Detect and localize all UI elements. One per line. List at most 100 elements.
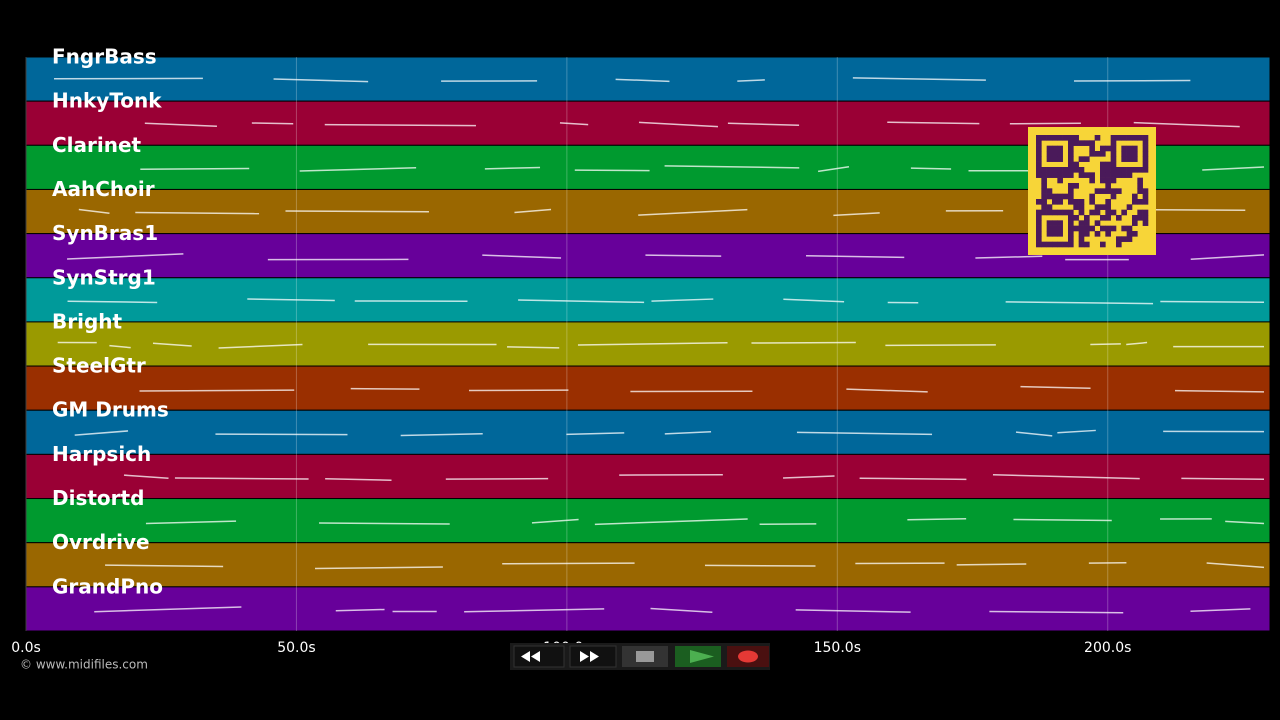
qr-module <box>1121 151 1127 157</box>
qr-module <box>1137 199 1143 205</box>
qr-module <box>1121 172 1127 178</box>
fast-forward-icon <box>580 651 599 662</box>
note-trace <box>174 477 309 480</box>
qr-module <box>1132 231 1138 237</box>
stop-button[interactable] <box>622 646 668 667</box>
track-name: Distortd <box>52 486 144 510</box>
note-trace <box>638 121 719 128</box>
record-button[interactable] <box>727 646 769 667</box>
play-button[interactable] <box>675 646 721 667</box>
track-name: Harpsich <box>52 442 151 466</box>
qr-module <box>1041 135 1047 141</box>
track-name: Bright <box>52 309 123 333</box>
qr-module <box>1132 167 1138 173</box>
note-trace <box>783 298 845 303</box>
qr-module <box>1046 209 1053 216</box>
note-trace <box>751 341 856 344</box>
note-trace <box>105 564 224 568</box>
rewind-button[interactable] <box>513 645 565 668</box>
note-trace <box>956 563 1027 566</box>
note-trace <box>910 167 952 170</box>
note-trace <box>704 564 816 567</box>
qr-module <box>1105 177 1111 184</box>
qr-module <box>1068 172 1074 178</box>
qr-module <box>1057 231 1063 237</box>
qr-module <box>1068 156 1074 162</box>
note-trace <box>139 389 295 392</box>
qr-module <box>1057 241 1063 248</box>
qr-module <box>1041 183 1047 189</box>
qr-module <box>1094 220 1101 226</box>
qr-module <box>1062 241 1069 248</box>
copyright: © www.midifiles.com <box>20 658 148 672</box>
qr-module <box>1078 167 1085 173</box>
qr-module <box>1057 199 1063 205</box>
qr-module <box>1068 193 1074 200</box>
qr-module <box>1036 140 1042 146</box>
track-lane <box>25 277 1271 323</box>
note-trace <box>795 609 911 613</box>
note-trace <box>507 346 560 349</box>
qr-module <box>1036 156 1042 162</box>
qr-module <box>1126 156 1133 162</box>
qr-module <box>1100 225 1106 232</box>
play-icon <box>690 650 714 663</box>
qr-module <box>1132 199 1138 205</box>
fast-forward-button[interactable] <box>569 645 617 668</box>
qr-module <box>1100 161 1106 168</box>
qr-module <box>1110 140 1117 146</box>
note-trace <box>1020 385 1091 389</box>
qr-module <box>1041 167 1047 173</box>
qr-module <box>1078 156 1085 162</box>
qr-module <box>1036 231 1042 237</box>
qr-module <box>1078 220 1085 226</box>
qr-module <box>1100 188 1106 194</box>
qr-module <box>1052 241 1058 248</box>
note-trace <box>664 430 712 435</box>
qr-module <box>1057 172 1063 178</box>
qr-module <box>1132 193 1138 200</box>
note-trace <box>314 566 443 570</box>
note-trace <box>1005 301 1154 305</box>
transport-controls <box>510 643 770 670</box>
qr-module <box>1046 135 1053 141</box>
qr-module <box>1142 167 1149 173</box>
qr-module <box>1142 199 1149 205</box>
qr-module <box>1132 215 1138 221</box>
note-trace <box>502 562 635 565</box>
qr-module <box>1068 145 1074 152</box>
qr-module <box>1137 209 1143 216</box>
track-name: GM Drums <box>52 398 169 422</box>
rewind-icon <box>521 651 540 662</box>
note-trace <box>1202 166 1265 171</box>
qr-module <box>1062 167 1069 173</box>
qr-module <box>1046 188 1053 194</box>
qr-module <box>1137 135 1143 141</box>
qr-module <box>1036 172 1042 178</box>
qr-module <box>1142 161 1149 168</box>
qr-module <box>1046 167 1053 173</box>
qr-module <box>1073 161 1079 168</box>
qr-code <box>1028 127 1156 255</box>
qr-module <box>1078 225 1085 232</box>
qr-module <box>1073 204 1079 210</box>
qr-module <box>1046 225 1053 232</box>
qr-module <box>1116 167 1122 173</box>
notes <box>54 77 1265 614</box>
qr-module <box>1094 151 1101 157</box>
note-trace <box>638 208 748 216</box>
qr-module <box>1132 145 1138 152</box>
note-trace <box>1225 520 1265 525</box>
x-tick-label: 150.0s <box>814 640 861 656</box>
qr-module <box>1036 145 1042 152</box>
qr-module <box>1126 145 1133 152</box>
note-trace <box>989 610 1124 614</box>
qr-module <box>1078 204 1085 210</box>
qr-module <box>1121 135 1127 141</box>
track-lane <box>25 586 1271 632</box>
note-trace <box>992 474 1140 480</box>
qr-module <box>1121 167 1127 173</box>
note-trace <box>123 474 169 479</box>
note-trace <box>615 78 670 83</box>
note-trace <box>887 121 980 125</box>
